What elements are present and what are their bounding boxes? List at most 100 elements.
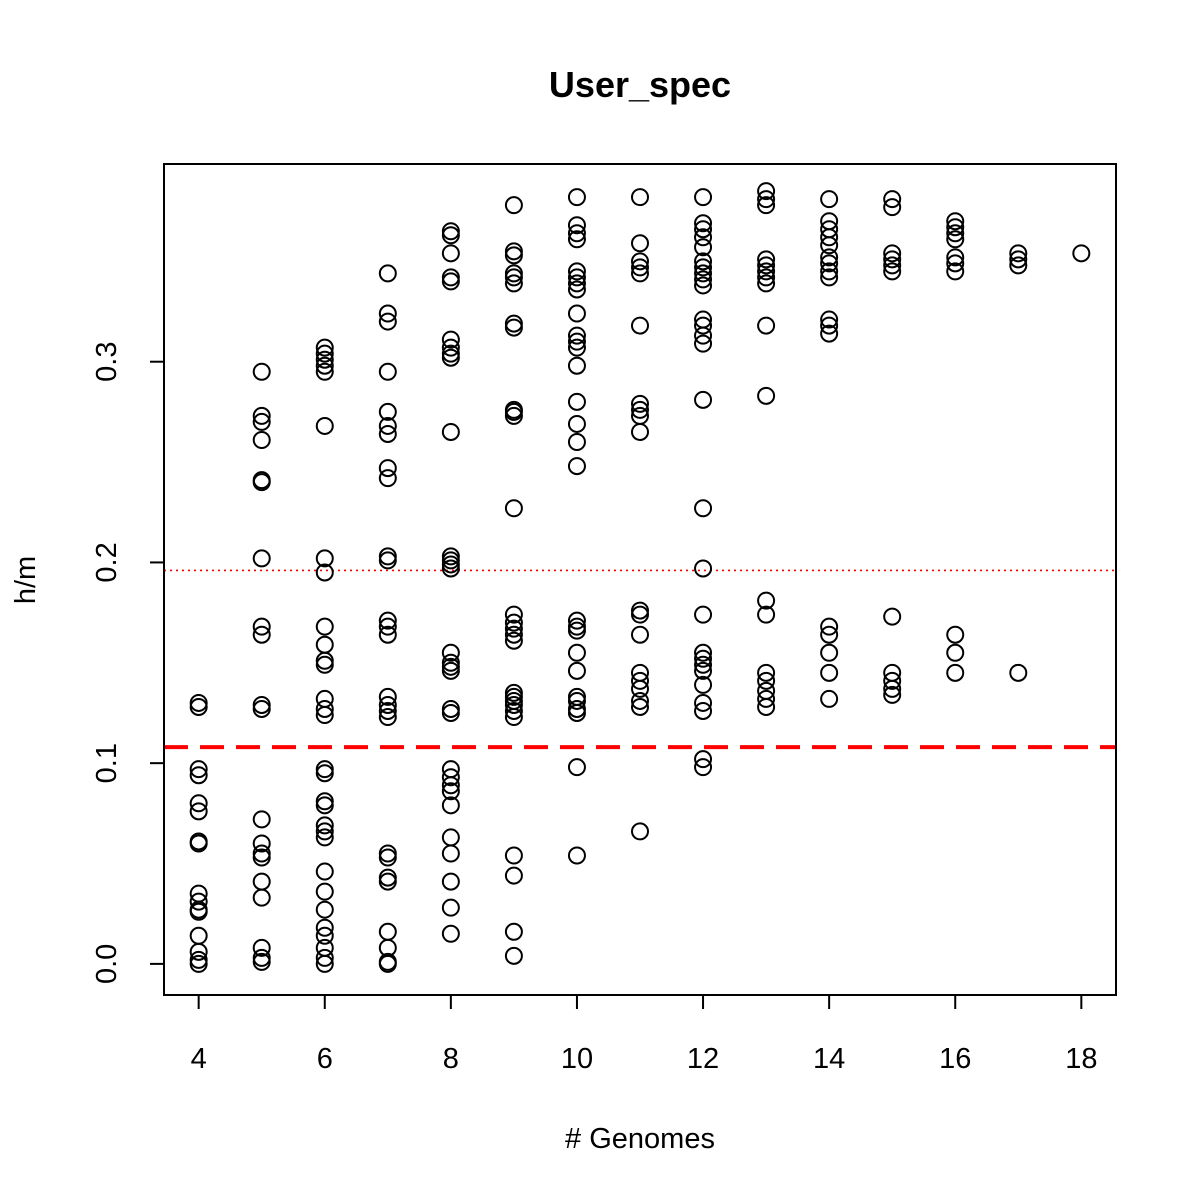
data-point bbox=[631, 822, 649, 841]
data-point bbox=[189, 942, 208, 961]
x-axis-label: # Genomes bbox=[565, 1123, 715, 1155]
data-point bbox=[631, 671, 649, 690]
data-point bbox=[378, 695, 397, 714]
data-point bbox=[315, 918, 334, 937]
data-point bbox=[694, 220, 713, 239]
chart-title: User_spec bbox=[549, 64, 731, 105]
data-point bbox=[252, 938, 271, 957]
data-point bbox=[820, 663, 839, 682]
x-tick-label: 8 bbox=[443, 1043, 459, 1075]
data-point bbox=[820, 268, 839, 287]
data-point bbox=[631, 697, 649, 716]
data-point bbox=[567, 280, 586, 299]
data-point bbox=[315, 816, 334, 835]
data-point bbox=[820, 617, 839, 636]
data-point bbox=[757, 190, 776, 209]
data-point bbox=[189, 954, 208, 973]
x-tick-label: 6 bbox=[317, 1043, 333, 1075]
data-point bbox=[946, 254, 965, 273]
data-point bbox=[378, 872, 397, 891]
data-point bbox=[567, 326, 586, 345]
data-point bbox=[315, 563, 334, 582]
data-point bbox=[567, 230, 586, 249]
data-point bbox=[694, 643, 713, 662]
data-point bbox=[441, 898, 460, 917]
data-point bbox=[694, 675, 713, 694]
data-point bbox=[946, 262, 965, 281]
data-point bbox=[757, 316, 776, 335]
data-point bbox=[631, 691, 649, 710]
data-point bbox=[820, 625, 839, 644]
data-point bbox=[189, 697, 208, 716]
data-point bbox=[504, 707, 523, 726]
data-point bbox=[252, 888, 271, 907]
data-point bbox=[694, 316, 713, 335]
data-point bbox=[315, 900, 334, 919]
data-point bbox=[1072, 244, 1091, 263]
data-point bbox=[378, 551, 397, 570]
data-point bbox=[694, 559, 713, 578]
data-point bbox=[567, 262, 586, 281]
data-point bbox=[504, 605, 523, 624]
data-point bbox=[694, 326, 713, 345]
data-point bbox=[567, 338, 586, 357]
data-point bbox=[757, 697, 776, 716]
data-point bbox=[378, 264, 397, 283]
data-point bbox=[252, 473, 271, 492]
data-point bbox=[694, 228, 713, 247]
data-point bbox=[378, 402, 397, 421]
data-point bbox=[757, 256, 776, 275]
data-point bbox=[757, 689, 776, 708]
data-point bbox=[757, 591, 776, 610]
data-point bbox=[315, 699, 334, 718]
data-point bbox=[631, 625, 649, 644]
x-tick-label: 10 bbox=[561, 1043, 593, 1075]
data-point bbox=[883, 250, 902, 269]
data-point bbox=[441, 872, 460, 891]
data-point bbox=[883, 262, 902, 281]
data-point bbox=[441, 338, 460, 357]
data-point bbox=[883, 671, 902, 690]
data-point bbox=[820, 310, 839, 329]
data-point bbox=[315, 338, 334, 357]
data-point bbox=[315, 954, 334, 973]
data-point bbox=[883, 190, 902, 209]
data-point bbox=[567, 846, 586, 865]
data-point bbox=[694, 750, 713, 769]
data-point bbox=[757, 268, 776, 287]
data-point bbox=[946, 224, 965, 243]
data-point bbox=[694, 252, 713, 271]
data-point bbox=[820, 236, 839, 255]
data-point bbox=[567, 224, 586, 243]
data-point bbox=[694, 264, 713, 283]
data-point bbox=[378, 701, 397, 720]
data-point bbox=[378, 304, 397, 323]
data-point bbox=[504, 246, 523, 265]
data-point bbox=[694, 605, 713, 624]
data-point bbox=[567, 304, 586, 323]
data-point bbox=[694, 649, 713, 668]
data-point bbox=[315, 796, 334, 815]
data-point bbox=[441, 330, 460, 349]
data-point bbox=[378, 424, 397, 443]
data-point bbox=[441, 422, 460, 441]
data-point bbox=[189, 834, 208, 853]
data-point bbox=[378, 687, 397, 706]
data-point bbox=[504, 625, 523, 644]
data-point bbox=[441, 703, 460, 722]
data-point bbox=[315, 549, 334, 568]
data-point bbox=[883, 198, 902, 217]
y-tick-label: 0.0 bbox=[91, 944, 123, 984]
data-point bbox=[757, 182, 776, 201]
data-point bbox=[631, 264, 649, 283]
data-point bbox=[567, 643, 586, 662]
data-point bbox=[441, 776, 460, 795]
data-point bbox=[567, 268, 586, 287]
data-point bbox=[189, 760, 208, 779]
data-point bbox=[504, 922, 523, 941]
data-point bbox=[946, 230, 965, 249]
data-point bbox=[441, 226, 460, 245]
data-point bbox=[757, 671, 776, 690]
data-point bbox=[757, 605, 776, 624]
data-point bbox=[631, 258, 649, 277]
